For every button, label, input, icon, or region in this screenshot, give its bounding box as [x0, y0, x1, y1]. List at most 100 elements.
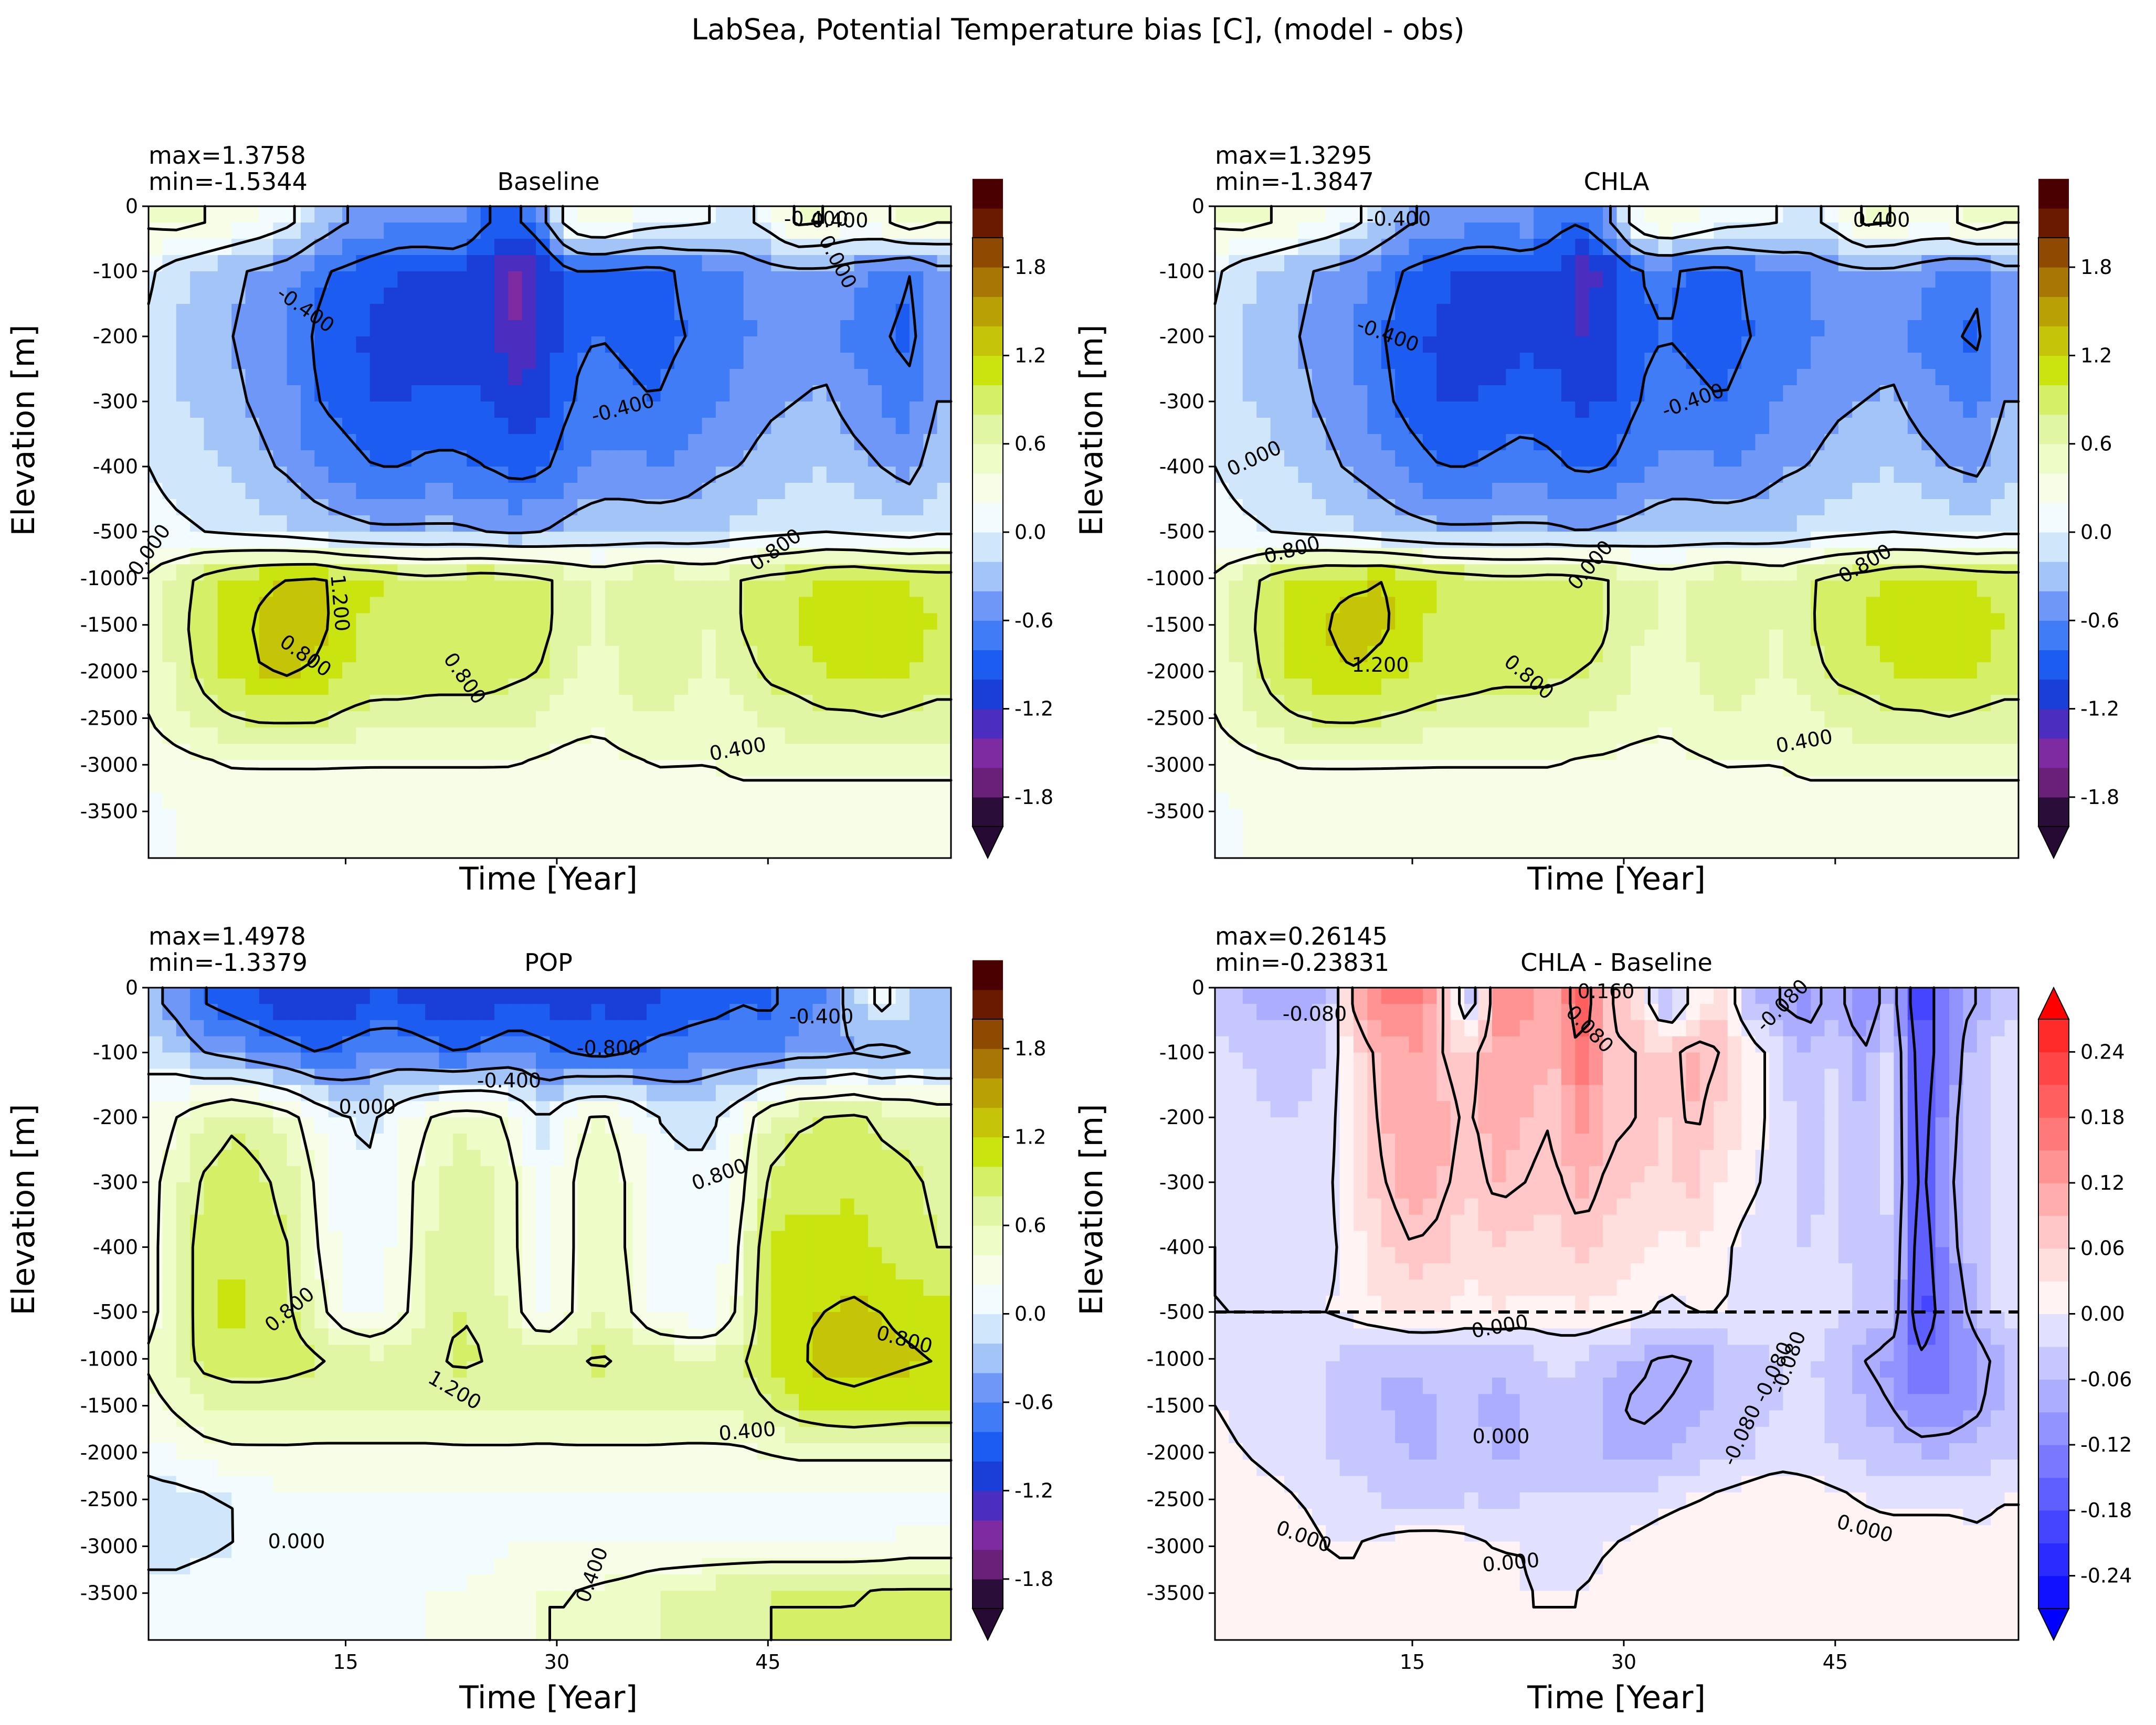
heatmap-cell — [273, 792, 288, 810]
heatmap-cell — [619, 760, 633, 777]
heatmap-cell — [1699, 564, 1715, 581]
heatmap-cell — [785, 613, 799, 630]
colorbar-swatch — [973, 473, 1003, 503]
heatmap-cell — [1991, 841, 2005, 859]
heatmap-cell — [577, 645, 592, 663]
heatmap-cell — [1450, 662, 1465, 679]
heatmap-cell — [1270, 304, 1285, 321]
heatmap-cell — [1672, 645, 1687, 663]
heatmap-cell — [868, 629, 882, 647]
heatmap-cell — [715, 206, 730, 223]
heatmap-cell — [785, 825, 799, 842]
heatmap-cell — [1686, 320, 1700, 337]
heatmap-cell — [1907, 792, 1922, 810]
heatmap-cell — [480, 418, 495, 435]
heatmap-cell — [204, 515, 218, 532]
heatmap-cell — [605, 483, 620, 500]
heatmap-cell — [660, 320, 675, 337]
heatmap-cell — [356, 385, 371, 402]
heatmap-cell — [1339, 320, 1354, 337]
heatmap-cell — [1796, 662, 1811, 679]
heatmap-cell — [1450, 467, 1465, 483]
heatmap-cell — [1783, 792, 1798, 810]
heatmap-cell — [826, 727, 841, 745]
heatmap-cell — [674, 841, 689, 859]
heatmap-cell — [1381, 809, 1396, 826]
heatmap-cell — [1270, 597, 1285, 614]
heatmap-cell — [1326, 695, 1340, 712]
heatmap-cell — [1270, 711, 1285, 728]
heatmap-cell — [868, 434, 882, 451]
heatmap-cell — [812, 678, 827, 695]
y-tick-label: -500 — [93, 520, 138, 543]
heatmap-cell — [1811, 483, 1825, 500]
heatmap-cell — [1699, 776, 1715, 793]
heatmap-cell — [397, 271, 412, 288]
heatmap-cell — [1907, 353, 1922, 369]
heatmap-cell — [1866, 760, 1880, 777]
heatmap-cell — [1949, 695, 1964, 712]
heatmap-cell — [1367, 548, 1382, 565]
heatmap-cell — [1284, 499, 1299, 516]
heatmap-cell — [1796, 223, 1811, 239]
heatmap-cell — [1741, 678, 1756, 695]
heatmap-cell — [895, 678, 910, 695]
heatmap-cell — [619, 532, 633, 548]
heatmap-cell — [799, 760, 813, 777]
heatmap-cell — [1270, 825, 1285, 842]
heatmap-cell — [1229, 678, 1243, 695]
heatmap-cell — [1658, 809, 1673, 826]
heatmap-cell — [591, 841, 606, 859]
heatmap-cell — [204, 776, 218, 793]
heatmap-cell — [397, 988, 412, 1004]
heatmap-cell — [1880, 499, 1895, 516]
heatmap-cell — [1699, 483, 1715, 500]
heatmap-cell — [1866, 369, 1880, 386]
heatmap-cell — [909, 597, 924, 614]
heatmap-cell — [937, 597, 952, 614]
heatmap-cell — [882, 760, 896, 777]
heatmap-cell — [1963, 271, 1978, 288]
heatmap-cell — [757, 467, 772, 483]
heatmap-cell — [1603, 353, 1618, 369]
heatmap-cell — [1727, 792, 1742, 810]
heatmap-cell — [1464, 841, 1479, 859]
heatmap-cell — [1907, 809, 1922, 826]
heatmap-cell — [204, 467, 218, 483]
heatmap-cell — [176, 434, 191, 451]
heatmap-cell — [190, 255, 205, 272]
heatmap-cell — [453, 580, 468, 598]
heatmap-cell — [785, 597, 799, 614]
heatmap-cell — [149, 385, 163, 402]
heatmap-cell — [2004, 695, 2019, 712]
heatmap-cell — [1658, 434, 1673, 451]
heatmap-cell — [909, 206, 924, 223]
heatmap-cell — [273, 483, 288, 500]
heatmap-cell — [840, 629, 855, 647]
heatmap-cell — [1658, 662, 1673, 679]
heatmap-cell — [1838, 760, 1853, 777]
heatmap-cell — [1949, 434, 1964, 451]
heatmap-cell — [1935, 515, 1950, 532]
heatmap-cell — [812, 613, 827, 630]
heatmap-cell — [1339, 271, 1354, 288]
heatmap-cell — [397, 369, 412, 386]
heatmap-cell — [536, 580, 551, 598]
heatmap-cell — [1991, 613, 2005, 630]
heatmap-cell — [204, 613, 218, 630]
heatmap-cell — [522, 727, 536, 745]
heatmap-cell — [1783, 288, 1798, 304]
heatmap-cell — [1492, 304, 1507, 321]
heatmap-cell — [287, 678, 301, 695]
heatmap-cell — [840, 206, 855, 223]
heatmap-cell — [1561, 353, 1576, 369]
heatmap-cell — [356, 678, 371, 695]
heatmap-cell — [1838, 613, 1853, 630]
heatmap-cell — [1589, 744, 1603, 761]
heatmap-cell — [273, 1003, 288, 1021]
heatmap-cell — [1949, 483, 1964, 500]
heatmap-cell — [1422, 336, 1438, 353]
heatmap-cell — [1603, 255, 1618, 272]
heatmap-cell — [660, 1003, 675, 1021]
heatmap-cell — [190, 695, 205, 712]
